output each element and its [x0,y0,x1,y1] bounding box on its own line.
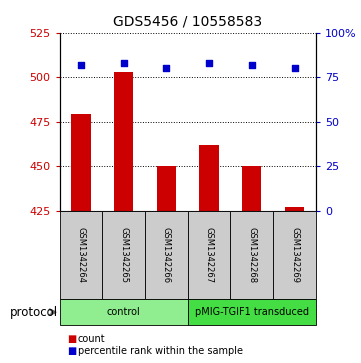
Text: GSM1342269: GSM1342269 [290,227,299,283]
Text: protocol: protocol [10,306,58,319]
FancyBboxPatch shape [102,211,145,299]
FancyBboxPatch shape [60,211,102,299]
Text: ■: ■ [67,346,76,356]
Point [121,60,127,66]
Text: control: control [107,307,140,317]
Point [292,65,297,71]
Text: GSM1342264: GSM1342264 [77,227,86,283]
FancyBboxPatch shape [230,211,273,299]
FancyBboxPatch shape [60,299,188,325]
Point [78,62,84,68]
Bar [242,166,261,211]
Bar [285,207,304,211]
FancyBboxPatch shape [188,211,230,299]
Title: GDS5456 / 10558583: GDS5456 / 10558583 [113,15,262,29]
FancyBboxPatch shape [273,211,316,299]
Text: pMIG-TGIF1 transduced: pMIG-TGIF1 transduced [195,307,309,317]
Bar [157,166,176,211]
Point [249,62,255,68]
Bar [71,114,91,211]
FancyBboxPatch shape [145,211,188,299]
Text: GSM1342268: GSM1342268 [247,227,256,283]
Bar [200,145,219,211]
Text: count: count [78,334,105,344]
Bar [114,72,133,211]
Point [206,60,212,66]
Text: GSM1342265: GSM1342265 [119,227,128,283]
Point [164,65,169,71]
Text: GSM1342266: GSM1342266 [162,227,171,283]
Text: ■: ■ [67,334,76,344]
FancyBboxPatch shape [188,299,316,325]
Text: percentile rank within the sample: percentile rank within the sample [78,346,243,356]
Text: GSM1342267: GSM1342267 [205,227,214,283]
